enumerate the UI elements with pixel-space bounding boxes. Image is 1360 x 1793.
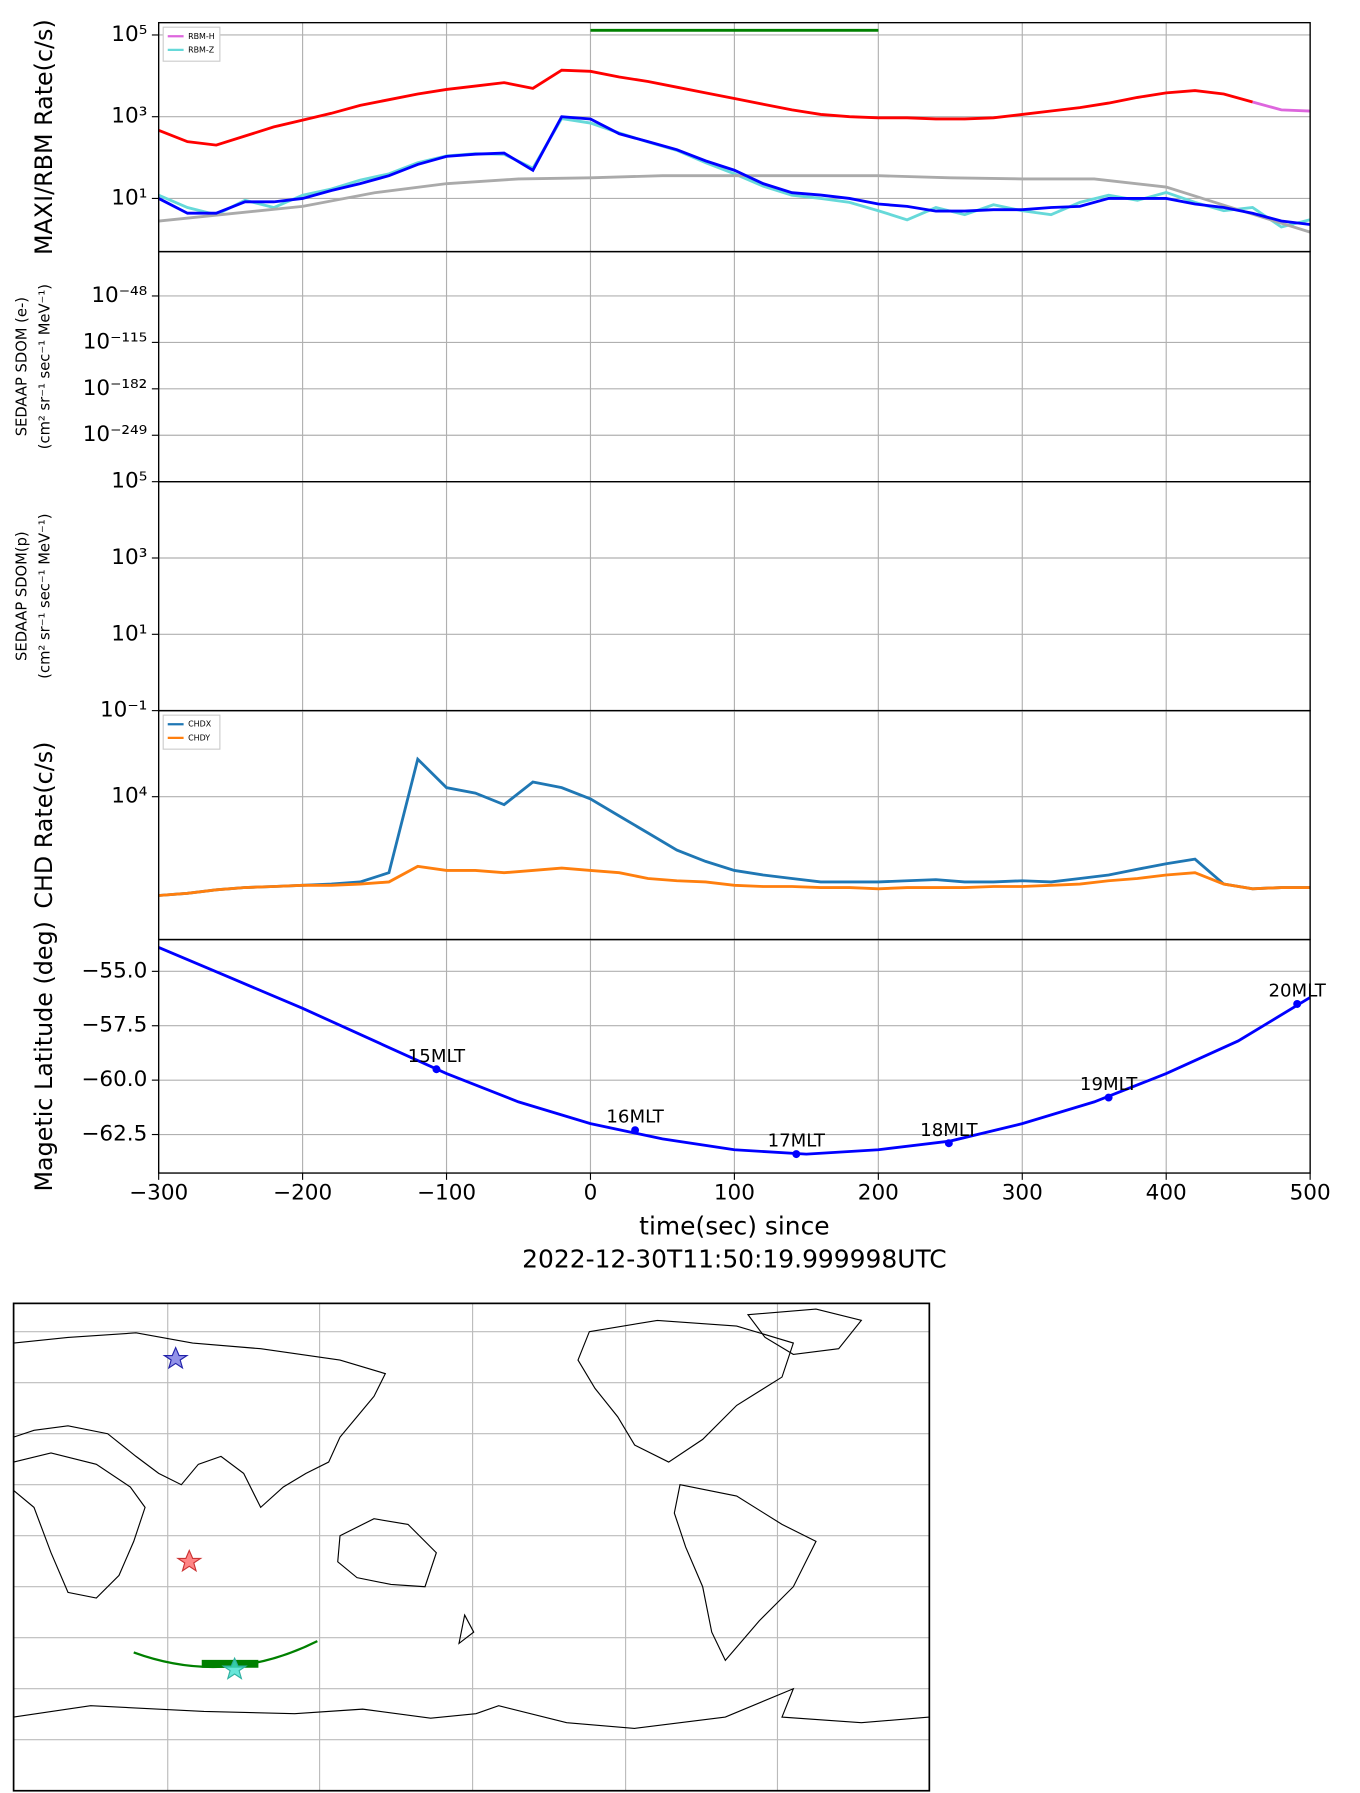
y-tick-label: 10⁴ bbox=[111, 784, 147, 809]
legend-label: RBM-H bbox=[188, 32, 215, 41]
y-tick-label: 10⁻¹¹⁵ bbox=[83, 329, 148, 354]
y-axis-label: SEDAAP SDOM(p) bbox=[14, 531, 31, 661]
annotation-point bbox=[432, 1065, 441, 1074]
panel: 10⁻¹ 10¹ 10³ 10⁵ SEDAAP SDOM(p) (cm² sr⁻¹ sec… bbox=[14, 469, 1311, 723]
annotation-point bbox=[1104, 1093, 1113, 1102]
y-tick-label: −55.0 bbox=[81, 958, 147, 983]
map-grid bbox=[13, 1303, 930, 1791]
world-map bbox=[12, 1302, 931, 1792]
y-tick-label: 10⁵ bbox=[111, 469, 147, 494]
annotation-label: 20MLT bbox=[1268, 981, 1326, 1002]
y-axis-label: MAXI/RBM Rate(c/s) bbox=[30, 19, 58, 255]
annotation-point bbox=[944, 1139, 953, 1148]
star-marker bbox=[221, 1656, 248, 1680]
x-tick-label: 400 bbox=[1146, 1180, 1187, 1205]
y-axis-label: (cm² sr⁻¹ sec⁻¹ MeV⁻¹) bbox=[36, 284, 53, 449]
annotation-label: 15MLT bbox=[408, 1046, 466, 1067]
star-marker bbox=[162, 1346, 189, 1370]
annotation-point bbox=[792, 1150, 801, 1159]
y-tick-label: 10⁻¹⁸² bbox=[83, 376, 148, 401]
legend-label: CHDX bbox=[188, 720, 212, 729]
panel: −62.5 −60.0 −57.5 −55.0 15MLT 16MLT 17MLT 18MLT… bbox=[30, 921, 1331, 1273]
series-line bbox=[158, 115, 1311, 226]
x-tick-label: 500 bbox=[1290, 1180, 1331, 1205]
y-tick-label: −62.5 bbox=[81, 1122, 147, 1147]
series-line bbox=[158, 174, 1311, 234]
y-axis-label: SEDAAP SDOM (e-) bbox=[14, 297, 31, 436]
annotation-label: 18MLT bbox=[920, 1120, 978, 1141]
y-tick-label: 10¹ bbox=[111, 621, 147, 646]
panel: 10⁻²⁴⁹ 10⁻¹⁸² 10⁻¹¹⁵ 10⁻⁴⁸ SEDAAP SDOM (e-) (… bbox=[14, 250, 1311, 483]
series-line bbox=[158, 756, 1311, 897]
series-line bbox=[158, 117, 1311, 229]
legend-box bbox=[162, 714, 221, 750]
x-axis-label: time(sec) since bbox=[639, 1211, 829, 1240]
coastlines bbox=[13, 1308, 930, 1729]
star-marker bbox=[176, 1549, 203, 1573]
y-tick-label: 10³ bbox=[111, 545, 147, 570]
legend-box bbox=[162, 26, 221, 62]
map-frame bbox=[12, 1302, 931, 1792]
y-axis-label: CHD Rate(c/s) bbox=[30, 742, 58, 909]
annotation-label: 16MLT bbox=[606, 1107, 664, 1128]
y-tick-label: −57.5 bbox=[81, 1013, 147, 1038]
series-line bbox=[158, 68, 1253, 147]
x-tick-label: 300 bbox=[1002, 1180, 1043, 1205]
annotation-point bbox=[1293, 1000, 1302, 1008]
y-tick-label: 10⁵ bbox=[111, 22, 147, 47]
annotation-label: 19MLT bbox=[1080, 1074, 1138, 1095]
x-tick-label: 0 bbox=[584, 1180, 598, 1205]
y-tick-label: 10⁻¹ bbox=[100, 698, 147, 723]
series-line bbox=[158, 864, 1311, 897]
x-axis-label: 2022-12-30T11:50:19.999998UTC bbox=[522, 1244, 946, 1273]
y-tick-label: 10³ bbox=[111, 104, 147, 129]
x-tick-label: 100 bbox=[714, 1180, 755, 1205]
y-tick-label: 10⁻⁴⁸ bbox=[91, 283, 147, 308]
x-tick-label: −200 bbox=[273, 1180, 332, 1205]
x-tick-label: −300 bbox=[129, 1180, 188, 1205]
legend-label: CHDY bbox=[188, 733, 210, 742]
y-axis-label: Magetic Latitude (deg) bbox=[30, 921, 58, 1191]
y-tick-label: 10⁻²⁴⁹ bbox=[83, 422, 148, 447]
annotation-point bbox=[631, 1126, 640, 1135]
x-tick-label: 200 bbox=[858, 1180, 899, 1205]
series-line bbox=[1252, 100, 1311, 113]
series-line bbox=[158, 946, 1311, 1156]
y-tick-label: 10¹ bbox=[111, 185, 147, 210]
x-tick-label: −100 bbox=[417, 1180, 476, 1205]
legend-label: RBM-Z bbox=[188, 45, 215, 54]
y-tick-label: −60.0 bbox=[81, 1067, 147, 1092]
annotation-label: 17MLT bbox=[768, 1131, 826, 1152]
panel: 10⁴ CHDX CHDY CHD Rate(c/s) bbox=[30, 709, 1311, 941]
y-axis-label: (cm² sr⁻¹ sec⁻¹ MeV⁻¹) bbox=[36, 514, 53, 679]
panel: 10¹ 10³ 10⁵ RBM-H RBM-Z MAXI/RBM Rate(c/s) bbox=[30, 19, 1311, 255]
